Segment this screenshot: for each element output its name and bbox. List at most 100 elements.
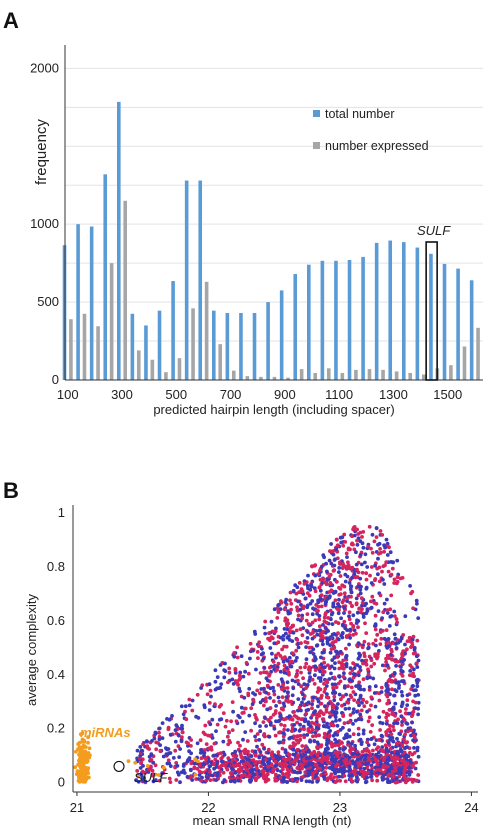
- scatter-point: [288, 756, 292, 761]
- scatter-point: [360, 541, 365, 546]
- scatter-point: [312, 586, 317, 591]
- scatter-point: [385, 694, 390, 699]
- scatter-point: [397, 774, 401, 779]
- bar-total-150: [76, 224, 80, 380]
- scatter-point: [352, 672, 357, 677]
- scatter-point: [347, 706, 351, 711]
- scatter-point: [222, 778, 227, 782]
- scatter-point: [382, 755, 387, 760]
- scatter-point: [360, 570, 365, 575]
- scatter-point: [412, 674, 416, 679]
- scatter-point: [321, 724, 326, 729]
- scatter-point: [167, 776, 172, 781]
- scatter-point: [384, 732, 389, 737]
- scatter-point: [258, 750, 263, 754]
- scatter-point: [366, 743, 371, 747]
- scatter-point: [312, 658, 317, 663]
- scatter-point: [313, 589, 318, 594]
- scatter-point: [351, 613, 356, 618]
- bar-total-350: [130, 313, 135, 380]
- bar-expressed-1500: [449, 365, 453, 380]
- bar-expressed-600: [204, 281, 209, 380]
- scatter-point: [360, 535, 364, 539]
- scatter-point: [389, 652, 393, 657]
- scatter-point: [324, 765, 329, 770]
- scatter-point: [336, 631, 340, 635]
- scatter-point: [273, 759, 278, 764]
- scatter-point: [315, 740, 320, 745]
- scatter-point: [386, 768, 391, 772]
- scatter-point: [349, 590, 354, 594]
- scatter-point: [184, 717, 189, 722]
- scatter-point: [407, 770, 412, 774]
- scatter-point: [329, 772, 334, 777]
- scatter-point: [255, 732, 260, 736]
- scatter-point: [393, 688, 397, 692]
- scatter-point: [150, 739, 154, 743]
- scatter-point: [179, 704, 184, 709]
- scatter-point: [297, 728, 302, 733]
- scatter-point: [343, 540, 348, 544]
- scatter-point: [322, 681, 326, 686]
- scatter-point: [242, 772, 247, 777]
- scatter-point: [298, 762, 303, 767]
- scatter-point: [392, 609, 397, 614]
- scatter-point: [305, 640, 310, 645]
- scatter-point: [304, 661, 309, 666]
- scatter-point: [351, 761, 356, 766]
- y-tick-label: 0: [58, 775, 65, 790]
- x-tick-label: 100: [57, 387, 79, 402]
- scatter-point: [380, 569, 384, 574]
- scatter-point: [273, 733, 278, 738]
- scatter-point: [328, 650, 333, 655]
- scatter-point: [378, 547, 382, 551]
- scatter-point: [386, 698, 391, 703]
- scatter-point: [325, 692, 329, 696]
- scatter-point: [228, 771, 233, 775]
- scatter-point: [214, 729, 218, 733]
- scatter-point: [356, 717, 361, 721]
- scatter-point: [289, 601, 294, 606]
- scatter-point: [342, 532, 347, 537]
- scatter-point: [272, 689, 276, 693]
- scatter-point: [154, 747, 159, 752]
- scatter-point: [258, 700, 263, 705]
- scatter-point: [356, 619, 361, 623]
- scatter-point: [342, 591, 347, 596]
- scatter-point: [416, 693, 421, 697]
- scatter-point: [365, 709, 369, 714]
- scatter-point: [290, 659, 294, 664]
- scatter-point: [372, 539, 377, 544]
- scatter-point: [158, 749, 163, 753]
- scatter-point: [378, 642, 383, 646]
- scatter-point: [230, 728, 235, 732]
- scatter-point: [395, 750, 400, 754]
- scatter-point: [150, 768, 155, 773]
- scatter-point: [405, 639, 410, 644]
- scatter-point: [141, 742, 146, 747]
- scatter-point: [391, 724, 395, 729]
- scatter-point: [353, 718, 358, 723]
- scatter-point: [253, 713, 257, 717]
- scatter-point: [230, 700, 235, 704]
- scatter-point: [303, 665, 307, 670]
- bar-expressed-200: [96, 326, 100, 380]
- scatter-point: [360, 601, 365, 605]
- scatter-point: [292, 714, 297, 718]
- scatter-point: [288, 590, 293, 595]
- bar-total-200: [89, 226, 94, 380]
- scatter-point: [415, 638, 420, 643]
- scatter-point: [361, 773, 365, 778]
- scatter-point: [313, 618, 318, 623]
- scatter-point: [373, 563, 377, 568]
- scatter-point: [80, 739, 85, 744]
- scatter-point: [389, 560, 394, 564]
- scatter-point: [181, 768, 186, 773]
- scatter-point: [310, 780, 315, 784]
- scatter-point: [315, 758, 319, 763]
- scatter-point: [86, 766, 91, 771]
- scatter-point: [195, 766, 200, 771]
- scatter-point: [225, 734, 230, 739]
- scatter-point: [166, 758, 171, 763]
- bar-expressed-900: [286, 377, 290, 380]
